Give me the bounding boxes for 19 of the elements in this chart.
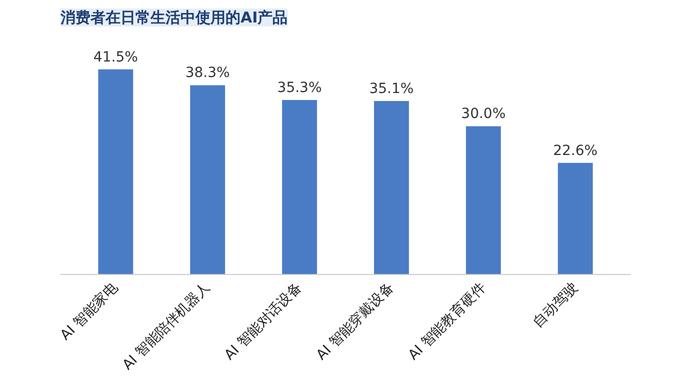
x-tick-label: 自动驾驶 xyxy=(530,280,581,331)
bar xyxy=(558,162,593,274)
bar xyxy=(374,101,409,274)
chart-title: 消费者在日常生活中使用的AI产品 xyxy=(60,8,288,26)
x-tick-label: AI 智能教育硬件 xyxy=(404,279,490,364)
bar xyxy=(282,100,317,274)
x-tick-label: AI 智能陪伴机器人 xyxy=(120,280,214,374)
data-label: 38.3% xyxy=(185,65,230,82)
data-label: 30.0% xyxy=(461,106,506,122)
data-label: 35.3% xyxy=(277,80,322,96)
x-tick-label: AI 智能穿戴设备 xyxy=(314,280,398,364)
x-tick-label: AI 智能家电 xyxy=(58,280,122,344)
data-label: 35.1% xyxy=(369,81,414,98)
data-label: 41.5% xyxy=(93,49,138,66)
bar xyxy=(190,85,226,274)
x-tick-label: AI 智能对话设备 xyxy=(222,280,306,364)
bar xyxy=(466,126,501,274)
bar xyxy=(98,69,134,274)
data-label: 22.6% xyxy=(553,142,598,159)
